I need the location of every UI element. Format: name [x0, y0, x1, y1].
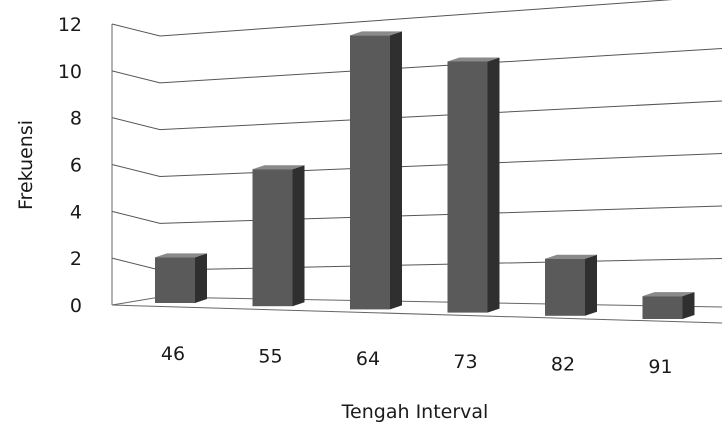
- bar: [642, 292, 695, 319]
- gridline: [111, 100, 722, 131]
- bar-top: [447, 57, 500, 62]
- x-tick-label: 46: [161, 343, 185, 365]
- bar-top: [545, 254, 597, 259]
- x-tick-label: 64: [356, 348, 380, 370]
- gridline: [111, 153, 722, 178]
- bar-side: [487, 57, 500, 313]
- bar: [447, 57, 500, 313]
- bar-side: [390, 31, 402, 310]
- x-tick-labels: 46 55 64 73 82 91: [161, 343, 673, 378]
- gridline: [111, 0, 673, 37]
- x-tick-label: 55: [258, 346, 282, 368]
- bar-front: [252, 169, 293, 307]
- x-tick-label: 82: [551, 353, 575, 375]
- y-tick-label: 4: [70, 201, 82, 223]
- bar-top: [350, 31, 402, 36]
- bar-side: [292, 165, 305, 307]
- x-tick-label: 91: [648, 356, 672, 378]
- bar: [350, 31, 402, 310]
- bar-front: [350, 35, 390, 310]
- bar-front: [642, 296, 683, 319]
- y-tick-label: 6: [70, 155, 82, 177]
- gridlines: [111, 0, 722, 271]
- bar: [155, 253, 207, 303]
- x-axis-label: Tengah Interval: [341, 401, 489, 423]
- bar: [545, 254, 597, 316]
- x-tick-label: 73: [453, 351, 477, 373]
- y-tick-label: 10: [58, 61, 82, 83]
- y-tick-label: 2: [70, 248, 82, 270]
- y-axis-label: Frekuensi: [15, 120, 37, 210]
- y-tick-label: 8: [70, 108, 82, 130]
- bar-side: [585, 254, 597, 316]
- y-tick-labels: 0 2 4 6 8 10 12: [58, 14, 82, 317]
- bar-side: [195, 253, 207, 303]
- gridline: [111, 48, 722, 84]
- bar-front: [545, 258, 585, 316]
- bars: [155, 31, 695, 319]
- bar-side: [682, 292, 695, 319]
- bar: [252, 165, 305, 307]
- y-tick-label: 12: [58, 14, 82, 36]
- bar-front: [447, 61, 488, 313]
- y-tick-label: 0: [70, 295, 82, 317]
- bar-top: [155, 253, 207, 258]
- floor-plane: [111, 296, 722, 324]
- bar-top: [252, 165, 305, 170]
- bar-top: [642, 292, 695, 297]
- bar-front: [155, 257, 195, 303]
- gridline: [111, 205, 722, 224]
